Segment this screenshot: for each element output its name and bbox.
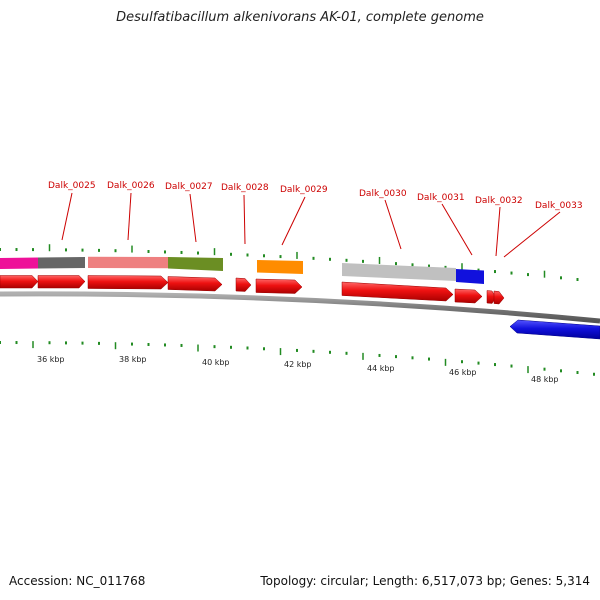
scale-label: 40 kbp	[202, 358, 230, 367]
label-connectors	[61, 192, 561, 258]
cds-arrow-forward	[0, 275, 39, 289]
scale-label: 38 kbp	[119, 355, 147, 364]
scale-label: 36 kbp	[37, 355, 65, 364]
gene-labels: Dalk_0025 Dalk_0026 Dalk_0027 Dalk_0028 …	[48, 181, 583, 211]
cds-arrow-forward	[341, 281, 454, 302]
lower-tick-marks	[0, 341, 595, 376]
cog-segment-salmon	[88, 256, 168, 269]
cog-segment-darkgray	[38, 257, 85, 269]
scale-label: 48 kbp	[531, 375, 559, 384]
scale-label: 44 kbp	[367, 364, 395, 373]
cds-arrow-forward	[87, 275, 169, 290]
cds-arrow-forward	[235, 277, 252, 292]
cds-arrow-forward	[167, 276, 223, 292]
scale-labels: 36 kbp 38 kbp 40 kbp 42 kbp 44 kbp 46 kb…	[37, 355, 559, 384]
gene-label: Dalk_0029	[280, 185, 328, 195]
cog-segment-magenta	[0, 257, 38, 269]
cog-color-band	[0, 256, 484, 284]
gene-label: Dalk_0030	[359, 189, 407, 199]
cog-segment-olive	[168, 257, 223, 271]
gene-label: Dalk_0027	[165, 182, 213, 192]
gene-label: Dalk_0032	[475, 196, 523, 206]
cog-segment-orange	[257, 260, 303, 274]
map-title: Desulfatibacillum alkenivorans AK-01, co…	[116, 10, 484, 25]
scale-label: 42 kbp	[284, 360, 312, 369]
gene-label: Dalk_0026	[107, 181, 155, 191]
cog-segment-blue	[456, 269, 484, 284]
cds-arrow-forward	[454, 288, 483, 304]
gene-label: Dalk_0025	[48, 181, 96, 191]
cds-arrow-reverse	[509, 319, 600, 340]
cog-segment-lightgray	[342, 263, 456, 281]
gene-label: Dalk_0028	[221, 183, 269, 193]
cds-arrow-forward	[37, 275, 86, 289]
cds-arrow-forward	[255, 278, 303, 294]
accession-text: Accession: NC_011768	[9, 574, 146, 588]
genome-stats-text: Topology: circular; Length: 6,517,073 bp…	[260, 574, 590, 588]
forward-cds-track	[0, 275, 505, 305]
scale-label: 46 kbp	[449, 368, 477, 377]
upper-tick-marks	[0, 244, 579, 282]
genome-backbone	[0, 291, 600, 324]
cds-arrow-forward	[493, 290, 505, 305]
gene-label: Dalk_0033	[535, 201, 583, 211]
gene-label: Dalk_0031	[417, 193, 465, 203]
